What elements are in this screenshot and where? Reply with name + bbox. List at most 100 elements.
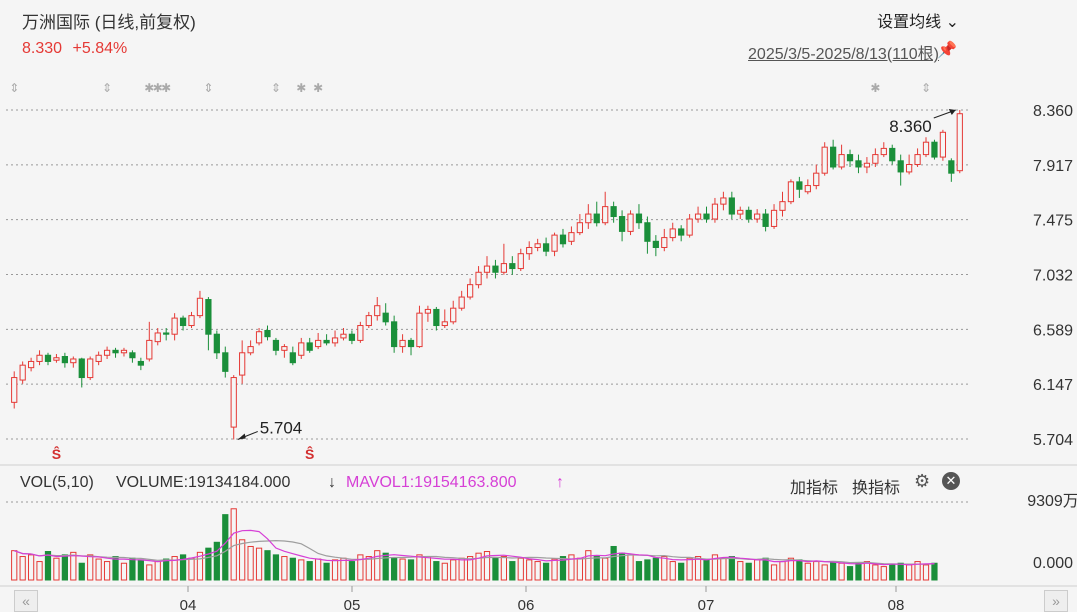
candle-body xyxy=(830,146,837,168)
volume-bar xyxy=(340,557,347,581)
candle-body xyxy=(348,333,356,341)
candle-body xyxy=(441,321,448,327)
x-tick-label: 07 xyxy=(698,597,715,612)
volume-bar xyxy=(188,557,195,581)
price-tick-label: 7.032 xyxy=(1033,268,1073,285)
date-range-link[interactable]: 2025/3/5-2025/8/13(110根) xyxy=(748,46,939,63)
candle-body xyxy=(120,349,128,354)
candle-body xyxy=(281,346,288,351)
event-marker-icon: ⇕ xyxy=(9,81,19,95)
volume-bar xyxy=(146,564,153,581)
candle-body xyxy=(652,240,659,248)
volume-bar xyxy=(298,559,305,581)
candle-body xyxy=(298,342,305,356)
x-tick-label: 06 xyxy=(518,597,535,612)
candle-body xyxy=(517,253,524,270)
set-moving-average-button[interactable]: 设置均线 ⌄ xyxy=(877,8,959,32)
candle-body xyxy=(804,185,811,193)
volume-bar xyxy=(196,551,204,581)
candle-body xyxy=(745,209,752,220)
candle-body xyxy=(500,263,508,273)
volume-bar xyxy=(931,562,938,581)
candle-body xyxy=(19,364,26,381)
volume-bar xyxy=(61,554,68,581)
add-indicator-button[interactable]: 加指标 xyxy=(790,480,839,497)
event-marker-icon: ✱ xyxy=(161,81,171,95)
volume-bar xyxy=(154,561,161,581)
candle-body xyxy=(222,352,229,372)
set-moving-average-label: 设置均线 xyxy=(877,14,942,31)
gear-icon[interactable]: ⚙ xyxy=(914,471,931,491)
volume-bar xyxy=(880,566,887,581)
volume-bar xyxy=(872,564,879,581)
volume-bar xyxy=(36,561,43,581)
candle-body xyxy=(711,203,719,220)
volume-bar xyxy=(576,557,583,581)
candle-body xyxy=(103,349,111,356)
candle-body xyxy=(956,113,963,172)
candle-body xyxy=(661,237,668,248)
volume-bar xyxy=(163,558,170,581)
event-marker-icon: ✱ xyxy=(144,81,154,95)
candle-body xyxy=(922,141,930,156)
price-tick-label: 8.360 xyxy=(1033,103,1073,120)
volume-bar xyxy=(137,559,144,581)
candle-body xyxy=(770,209,778,227)
candle-body xyxy=(382,312,389,323)
candle-body xyxy=(289,352,296,364)
volume-bar xyxy=(728,556,735,581)
candle-body xyxy=(306,342,313,351)
volume-bar xyxy=(458,557,465,581)
candle-body xyxy=(70,358,77,364)
volume-bar xyxy=(922,564,930,581)
volume-bar xyxy=(239,539,246,581)
candle-body xyxy=(230,377,237,428)
volume-bar xyxy=(610,545,617,581)
candle-body xyxy=(897,160,904,173)
candle-body xyxy=(534,243,541,248)
candle-body xyxy=(813,172,820,187)
candle-body xyxy=(44,354,52,362)
volume-bar xyxy=(315,558,322,581)
volume-bar xyxy=(889,564,896,581)
volume-arrow-icon: ↓ xyxy=(328,474,336,491)
volume-bar xyxy=(230,508,237,581)
scroll-left-button[interactable]: « xyxy=(14,590,38,612)
pin-icon[interactable]: 📌 xyxy=(937,42,957,59)
volume-bar xyxy=(466,556,474,581)
event-marker-icon: ✱ xyxy=(153,81,163,95)
scroll-right-button[interactable]: » xyxy=(1044,590,1068,612)
volume-bar xyxy=(492,557,499,581)
candle-body xyxy=(424,308,432,314)
candle-body xyxy=(593,213,600,224)
split-marker-icon: Ŝ xyxy=(52,445,61,462)
candle-body xyxy=(796,181,803,190)
candle-body xyxy=(112,349,119,354)
volume-bar xyxy=(602,557,609,581)
volume-bar xyxy=(678,562,685,581)
price-tick-label: 6.147 xyxy=(1033,377,1073,394)
candle-body xyxy=(906,164,913,173)
volume-bar xyxy=(542,562,550,581)
candle-body xyxy=(863,162,871,168)
volume-bar xyxy=(534,561,541,581)
volume-bar xyxy=(399,558,406,581)
candle-body xyxy=(433,308,440,327)
candle-body xyxy=(779,201,786,211)
candle-body xyxy=(315,339,322,348)
volume-bar xyxy=(669,561,676,581)
volume-tick-label: 0.000 xyxy=(1033,555,1073,572)
candle-body xyxy=(737,209,744,215)
mavol-readout: MAVOL1:19154163.800 xyxy=(346,474,517,491)
switch-indicator-button[interactable]: 换指标 xyxy=(852,480,901,497)
volume-bar xyxy=(70,551,77,581)
volume-bar xyxy=(770,564,778,581)
volume-bar xyxy=(374,550,381,581)
volume-bar xyxy=(779,561,786,581)
volume-bar xyxy=(78,562,85,581)
volume-bar xyxy=(627,554,634,581)
close-icon[interactable]: ✕ xyxy=(942,472,960,490)
event-marker-icon: ✱ xyxy=(313,81,323,95)
volume-bar xyxy=(906,564,913,581)
